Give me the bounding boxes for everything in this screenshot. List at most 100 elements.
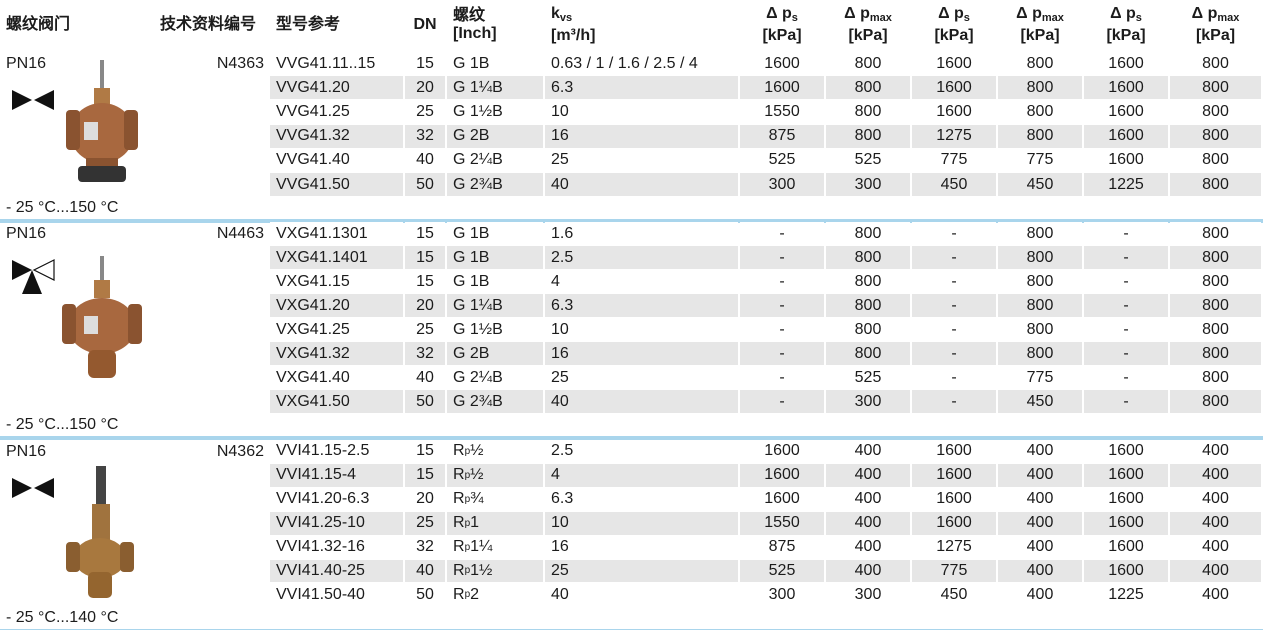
text: [kPa] [848, 27, 888, 44]
table-cell: 800 [826, 294, 910, 317]
subscript: max [1041, 12, 1064, 24]
text: [kPa] [934, 27, 974, 44]
table-cell: VVI41.40-25 [270, 559, 403, 583]
table-cell: 400 [998, 535, 1082, 559]
table-cell: 400 [826, 559, 910, 583]
header-unit: [Inch] [453, 25, 497, 43]
table-cell: 800 [998, 222, 1082, 245]
table-cell: 1600 [912, 100, 996, 124]
table-cell: 15 [405, 222, 445, 245]
header-unit: [m³/h] [551, 27, 595, 45]
text: ½ [470, 466, 484, 484]
table-cell: 15 [405, 52, 445, 76]
valve-image [66, 60, 138, 182]
table-cell: 875 [740, 535, 824, 559]
table-cell: 450 [998, 390, 1082, 413]
table-cell: 1600 [912, 511, 996, 535]
table-cell: VXG41.25 [270, 318, 403, 341]
header-unit: [kPa] [1196, 27, 1235, 45]
table-cell: 1600 [1084, 487, 1168, 511]
table-cell: - [1084, 318, 1168, 341]
table-cell: 4 [545, 463, 738, 487]
table-cell: - [740, 246, 824, 269]
table-cell: 1225 [1084, 583, 1168, 607]
text: Δ p [1110, 5, 1136, 22]
header-main: Δ pmax [844, 5, 892, 27]
header-unit: [kPa] [1020, 27, 1059, 45]
header-cell: 型号参考 [276, 16, 341, 33]
subscript: p [464, 517, 471, 529]
table-cell: 40 [545, 173, 738, 197]
table-cell: G 2¾B [447, 390, 543, 413]
table-cell: 775 [998, 148, 1082, 172]
table-cell: 1600 [740, 440, 824, 463]
table-cell: - [1084, 390, 1168, 413]
table-cell: - [912, 246, 996, 269]
table-cell: 40 [405, 559, 445, 583]
text: R [453, 538, 465, 556]
table-cell: 775 [912, 148, 996, 172]
table-cell: - [1084, 294, 1168, 317]
table-cell: 15 [405, 440, 445, 463]
table-cell: - [740, 342, 824, 365]
pressure: PN16 [6, 225, 47, 242]
table-cell: 800 [1170, 318, 1261, 341]
table-cell: 800 [1170, 246, 1261, 269]
table-cell: 400 [1170, 559, 1261, 583]
table-cell: 400 [1170, 440, 1261, 463]
text: [m³/h] [551, 27, 596, 44]
table-cell: 40 [545, 583, 738, 607]
table-cell: 32 [405, 124, 445, 148]
group-separator [0, 436, 1263, 440]
text: Δ p [1191, 5, 1218, 22]
table-cell: 800 [998, 52, 1082, 76]
table-cell: 800 [1170, 270, 1261, 293]
table-cell: 525 [826, 148, 910, 172]
table-cell: 10 [545, 318, 738, 341]
table-cell: 400 [1170, 511, 1261, 535]
table-cell: 400 [826, 487, 910, 511]
table-cell: 800 [1170, 173, 1261, 197]
table-cell: 25 [405, 318, 445, 341]
header-unit: [kPa] [762, 27, 801, 45]
table-cell: G 2¾B [447, 173, 543, 197]
table-cell: VXG41.40 [270, 366, 403, 389]
table-cell: 800 [998, 342, 1082, 365]
table-cell: 1550 [740, 511, 824, 535]
header-cell: 技术资料编号 [159, 16, 256, 33]
table-cell: 4 [545, 270, 738, 293]
table-cell: VVI41.25-10 [270, 511, 403, 535]
table-cell: 400 [826, 511, 910, 535]
table-cell: - [1084, 222, 1168, 245]
subscript: s [963, 12, 970, 24]
table-cell: 16 [545, 342, 738, 365]
table-cell: 800 [1170, 124, 1261, 148]
table-cell: VVG41.25 [270, 100, 403, 124]
text: [kPa] [1195, 27, 1236, 44]
table-cell: VVI41.50-40 [270, 583, 403, 607]
header-main: Δ ps [938, 5, 970, 27]
temperature: - 25 °C...140 °C [6, 609, 119, 627]
table-cell: 400 [826, 463, 910, 487]
table-cell: 1550 [740, 100, 824, 124]
text: [kPa] [762, 27, 802, 44]
table-cell: 800 [1170, 222, 1261, 245]
temperature: - 25 °C...150 °C [6, 416, 119, 433]
header-cell: Δ ps [kPa] [912, 0, 996, 50]
table-cell: 25 [405, 100, 445, 124]
table-cell: 1600 [740, 76, 824, 100]
table-cell: 2.5 [545, 440, 738, 463]
table-cell: 40 [405, 366, 445, 389]
table-cell: 800 [998, 294, 1082, 317]
table-cell: 525 [740, 148, 824, 172]
table-cell: 25 [405, 511, 445, 535]
text: [Inch] [453, 25, 497, 42]
table-cell: 1600 [1084, 463, 1168, 487]
table-cell: - [1084, 342, 1168, 365]
temperature: - 25 °C...150 °C [6, 199, 119, 217]
table-cell: 450 [912, 583, 996, 607]
text: ¾ [470, 490, 484, 508]
table-cell: 40 [405, 148, 445, 172]
